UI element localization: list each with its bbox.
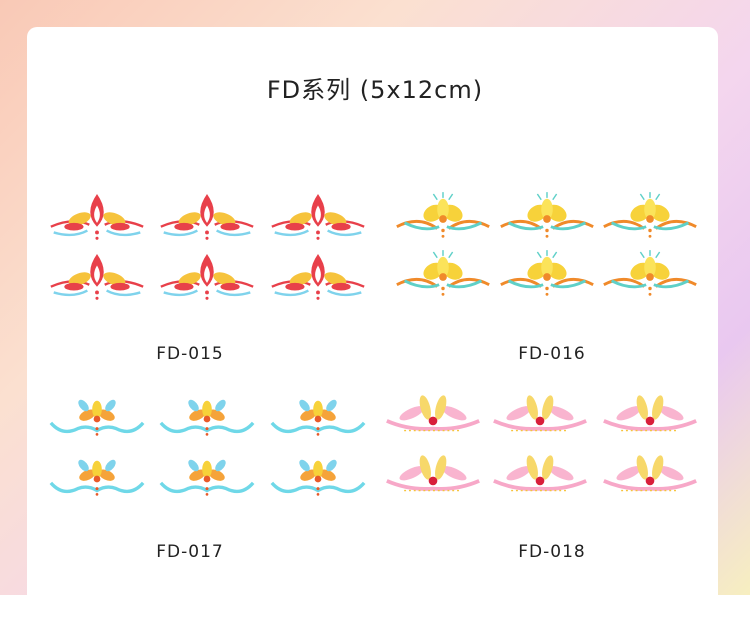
fd-018-stickers [384, 392, 699, 493]
fd-016-stickers [395, 192, 698, 298]
product-code: FD-016 [518, 344, 586, 364]
product-code: FD-015 [156, 344, 224, 364]
fd-015-stickers [49, 192, 366, 301]
page: {"header": {"title": "FD系列 (5x12cm)"}, "… [0, 0, 750, 595]
title: FD系列 (5x12cm) [266, 76, 484, 104]
product-code: FD-017 [156, 542, 224, 562]
card [27, 27, 718, 627]
fd-017-stickers [49, 396, 366, 498]
product-code: FD-018 [518, 542, 586, 562]
sticker-art [49, 192, 699, 498]
